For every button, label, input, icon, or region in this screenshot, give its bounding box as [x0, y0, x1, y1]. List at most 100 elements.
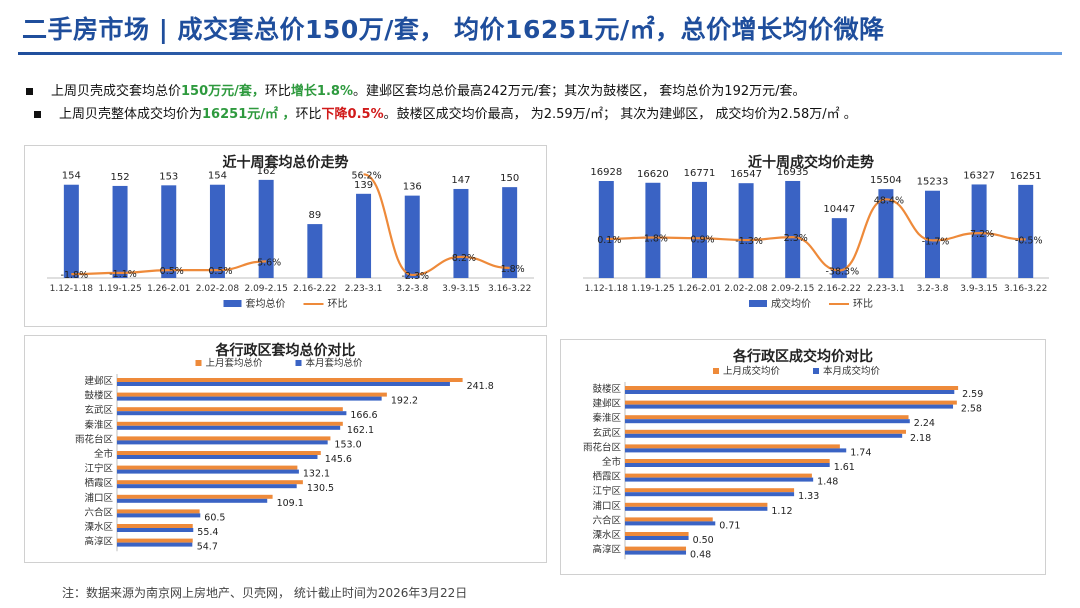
line-series-mom — [71, 260, 267, 276]
x-tick-label: 1.26-2.01 — [678, 284, 721, 294]
chart-weekly-unit-price: 16928 1.12-1.18 16620 1.19-1.25 16771 1.26-2.… — [583, 167, 1049, 310]
chart-panel-weekly-total-price: 近十周套均总价走势 154 1.12-1.18 152 1.19-1.25 153 1.2… — [24, 145, 547, 327]
bar-value-label: 2.59 — [962, 389, 983, 400]
bar — [209, 184, 225, 278]
bar-this-month — [117, 455, 318, 459]
x-tick-label: 2.23-3.1 — [345, 284, 383, 294]
bar — [161, 185, 177, 278]
line-value-label: -1.3% — [735, 236, 763, 247]
bar-value-label: 166.6 — [350, 410, 377, 421]
x-tick-label: 1.12-1.18 — [50, 284, 94, 294]
bar-this-month — [625, 477, 814, 482]
bullet-square-icon — [34, 111, 41, 118]
bar-value-label: 139 — [354, 180, 373, 191]
bar-last-month — [117, 465, 298, 470]
bar-last-month — [625, 444, 840, 449]
legend-swatch — [713, 368, 719, 374]
bar — [356, 193, 372, 278]
bar-this-month — [117, 528, 194, 532]
line-value-label: 0.9% — [690, 234, 714, 245]
legend-label: 上月套均总价 — [206, 357, 264, 369]
bullet-text-part: 上周贝壳成交套均总价 — [51, 84, 182, 99]
line-value-label: 1.8% — [644, 234, 668, 245]
y-tick-label: 全市 — [94, 448, 114, 460]
x-tick-label: 2.09-2.15 — [771, 284, 814, 294]
bar-last-month — [625, 532, 689, 536]
y-tick-label: 高淳区 — [84, 536, 113, 548]
line-value-label: 0.5% — [160, 266, 184, 277]
bar-value-label: 192.2 — [391, 396, 418, 407]
legend-label: 本月成交均价 — [823, 365, 881, 377]
legend-bar-label: 套均总价 — [246, 297, 286, 310]
bar-last-month — [117, 538, 193, 543]
bar-value-label: 16620 — [637, 169, 669, 180]
bar-this-month — [625, 550, 687, 555]
legend-line-label: 环比 — [853, 298, 873, 310]
bar — [258, 179, 274, 278]
bullet-text-part: 。鼓楼区成交均价最高， 为2.59万/㎡； 其次为建邺区， 成交均价为2.58万… — [383, 107, 857, 122]
bar-this-month — [625, 419, 910, 424]
y-tick-label: 雨花台区 — [75, 433, 114, 445]
bar-value-label: 2.24 — [914, 418, 935, 429]
bar-this-month — [117, 542, 193, 547]
chart-title: 各行政区成交均价对比 — [733, 349, 873, 365]
bullet-text-part: 环比 — [295, 107, 322, 122]
y-tick-label: 秦淮区 — [592, 412, 621, 424]
bar — [878, 189, 894, 278]
x-tick-label: 2.02-2.08 — [724, 284, 768, 294]
bar-this-month — [117, 469, 299, 474]
line-value-label: 0.1% — [597, 235, 621, 246]
bar-value-label: 154 — [62, 171, 81, 182]
y-tick-label: 栖霞区 — [592, 471, 621, 483]
summary-bullet-total-price: 上周贝壳成交套均总价150万元/套，环比增长1.8%。建邺区套均总价最高242万… — [26, 80, 806, 99]
line-value-label: -1.1% — [109, 269, 137, 280]
bar-value-label: 1.48 — [817, 477, 838, 488]
bar-last-month — [625, 415, 909, 420]
x-tick-label: 3.16-3.22 — [488, 284, 531, 294]
bar — [63, 184, 79, 278]
y-tick-label: 鼓楼区 — [84, 390, 113, 402]
bar-last-month — [117, 392, 387, 397]
chart-title: 近十周套均总价走势 — [222, 155, 349, 171]
y-tick-label: 溧水区 — [84, 521, 113, 533]
bar-this-month — [625, 463, 830, 467]
x-tick-label: 2.02-2.08 — [196, 284, 240, 294]
y-tick-label: 建邺区 — [592, 398, 621, 410]
y-tick-label: 建邺区 — [84, 375, 113, 387]
chart-weekly-total-price: 154 1.12-1.18 152 1.19-1.25 153 1.26-2.01 154 2… — [47, 166, 534, 310]
bar-this-month — [625, 433, 903, 438]
bar-last-month — [117, 421, 343, 426]
x-tick-label: 1.19-1.25 — [631, 284, 674, 294]
bar-value-label: 15233 — [917, 177, 949, 188]
line-value-label: 56.2% — [351, 170, 381, 181]
bar-value-label: 2.58 — [961, 404, 982, 415]
page-title: 二手房市场 | 成交套总价150万/套， 均价16251元/㎡，总价增长均价微降 — [22, 15, 885, 44]
bar — [404, 195, 420, 278]
y-tick-label: 鼓楼区 — [592, 383, 621, 395]
bar-value-label: 1.33 — [798, 491, 819, 502]
line-value-label: 8.2% — [452, 253, 476, 264]
bar-value-label: 0.48 — [690, 550, 711, 561]
bar — [692, 181, 707, 278]
x-tick-label: 1.19-1.25 — [98, 284, 141, 294]
y-tick-label: 江宁区 — [84, 463, 113, 475]
bar-last-month — [117, 407, 343, 412]
chart-panel-district-unit-price: 各行政区成交均价对比 上月成交均价 本月成交均价鼓楼区 2.59 建邺区 2.58 秦淮区… — [560, 339, 1046, 575]
bar-this-month — [117, 411, 347, 416]
bar-value-label: 154 — [208, 171, 227, 182]
bullet-text-part: 。建邺区套均总价最高242万元/套；其次为鼓楼区， 套均总价为192万元/套。 — [352, 84, 806, 99]
bar-value-label: 89 — [308, 210, 321, 221]
y-tick-label: 全市 — [602, 456, 622, 468]
line-series-mom — [606, 198, 1026, 272]
bar-value-label: 2.18 — [910, 433, 931, 444]
line-value-label: -1.8% — [61, 270, 89, 281]
bullet-text-part: 上周贝壳整体成交均价为 — [59, 107, 203, 122]
bar-last-month — [625, 386, 959, 390]
bar-last-month — [117, 436, 331, 441]
bar-value-label: 1.74 — [850, 447, 871, 458]
legend-label: 上月成交均价 — [723, 365, 781, 377]
chart-title: 各行政区套均总价对比 — [215, 343, 356, 359]
bar — [502, 187, 518, 278]
